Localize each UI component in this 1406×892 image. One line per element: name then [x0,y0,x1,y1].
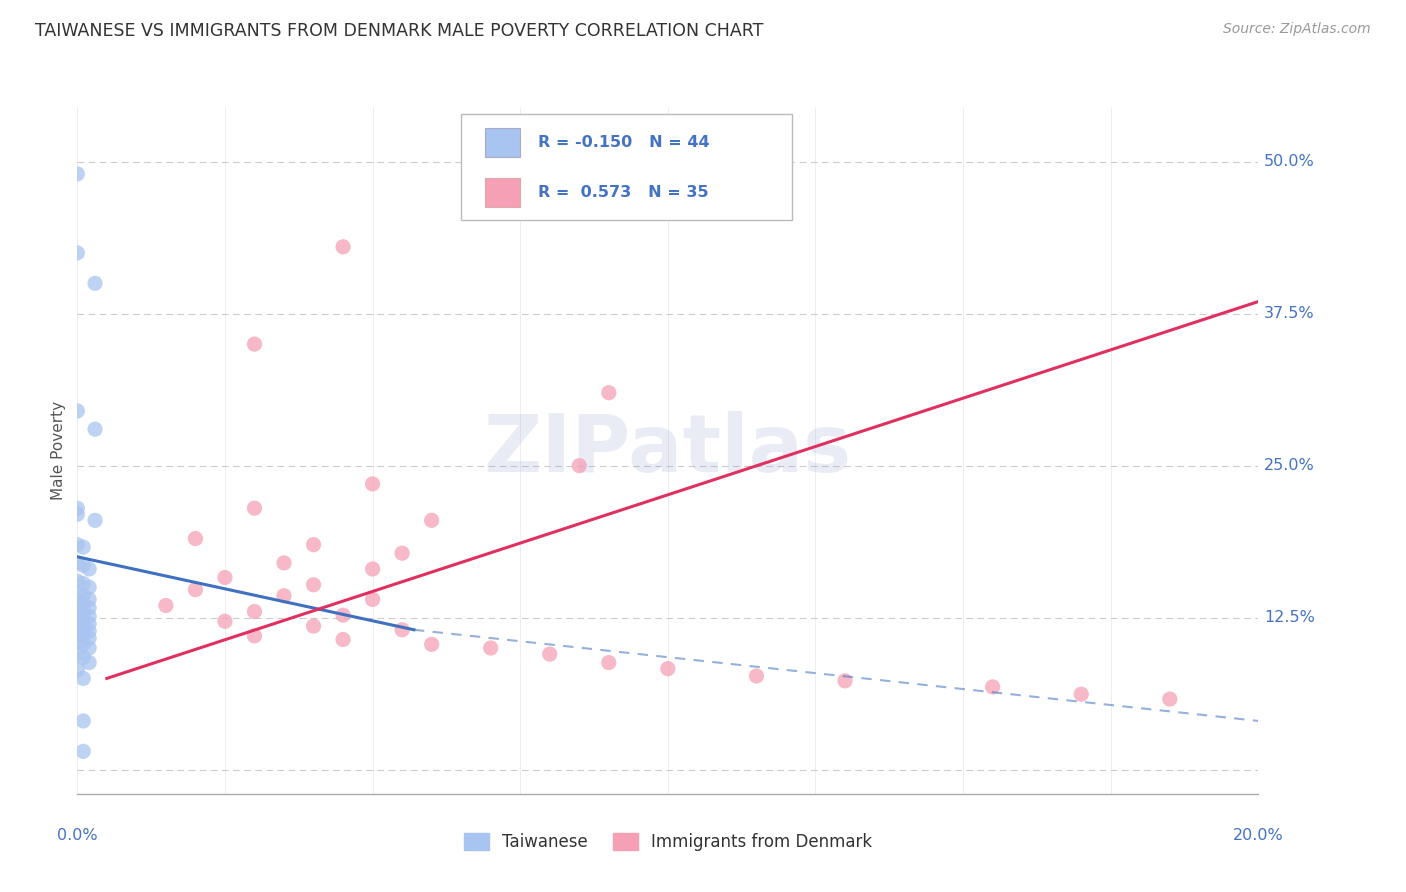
Point [332,608,354,623]
Legend: Taiwanese, Immigrants from Denmark: Taiwanese, Immigrants from Denmark [457,826,879,858]
Point [72,589,94,603]
Point [332,240,354,254]
Point [243,629,266,643]
Point [1159,692,1181,706]
Point [243,605,266,619]
Point [214,614,236,628]
Point [84,422,107,436]
Point [77,600,100,615]
Point [66,404,89,418]
Bar [485,128,520,157]
Point [66,619,89,633]
Point [598,385,620,400]
Point [66,595,89,609]
Text: Source: ZipAtlas.com: Source: ZipAtlas.com [1223,22,1371,37]
Text: R = -0.150   N = 44: R = -0.150 N = 44 [538,136,710,150]
Point [77,632,100,646]
Text: R =  0.573   N = 35: R = 0.573 N = 35 [538,185,709,200]
Point [72,607,94,621]
Point [66,635,89,649]
Point [391,623,413,637]
Point [84,277,107,291]
Point [184,532,207,546]
Point [538,647,561,661]
Point [66,647,89,661]
Point [77,640,100,655]
Point [72,558,94,573]
Point [77,656,100,670]
Point [273,589,295,603]
Point [745,669,768,683]
Point [361,476,384,491]
Text: 12.5%: 12.5% [1264,610,1315,625]
Point [391,546,413,560]
Point [66,167,89,181]
Text: 50.0%: 50.0% [1264,154,1315,169]
Point [77,580,100,594]
Point [302,619,325,633]
Point [66,574,89,589]
Point [834,673,856,688]
Point [243,501,266,516]
Point [77,624,100,638]
Point [981,680,1004,694]
Point [66,501,89,516]
Point [66,605,89,619]
Point [66,626,89,640]
Point [72,576,94,591]
Point [77,616,100,631]
Point [598,656,620,670]
Point [66,556,89,570]
Point [657,662,679,676]
Text: ZIPatlas: ZIPatlas [484,411,852,490]
Point [568,458,591,473]
Text: 37.5%: 37.5% [1264,306,1315,321]
Point [66,586,89,600]
Text: 0.0%: 0.0% [58,828,97,843]
Point [66,508,89,522]
Point [72,650,94,665]
Text: TAIWANESE VS IMMIGRANTS FROM DENMARK MALE POVERTY CORRELATION CHART: TAIWANESE VS IMMIGRANTS FROM DENMARK MAL… [35,22,763,40]
Point [72,714,94,728]
Point [184,582,207,597]
Point [72,622,94,636]
Point [302,538,325,552]
Point [72,637,94,651]
Point [72,672,94,686]
Point [66,612,89,626]
Point [77,592,100,607]
Point [72,744,94,758]
Point [332,632,354,647]
Point [72,614,94,628]
Point [72,599,94,613]
Point [214,570,236,584]
Point [72,629,94,643]
Point [66,246,89,260]
Point [77,562,100,576]
Point [1070,687,1092,701]
Point [66,663,89,677]
Point [420,637,443,651]
Point [302,578,325,592]
Point [155,599,177,613]
Point [361,562,384,576]
Point [361,592,384,607]
Text: 20.0%: 20.0% [1233,828,1284,843]
FancyBboxPatch shape [461,114,792,220]
Point [77,609,100,624]
Point [66,538,89,552]
Bar [485,178,520,207]
Y-axis label: Male Poverty: Male Poverty [51,401,66,500]
Point [243,337,266,351]
Point [84,513,107,527]
Point [420,513,443,527]
Point [273,556,295,570]
Text: 25.0%: 25.0% [1264,458,1315,473]
Point [72,540,94,554]
Point [479,640,502,655]
